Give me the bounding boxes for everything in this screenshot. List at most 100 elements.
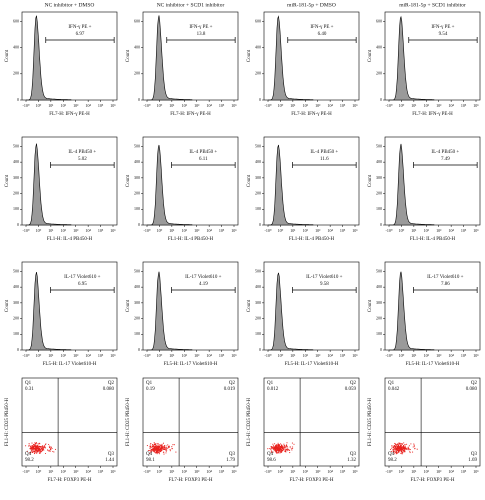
event-dot bbox=[49, 447, 51, 449]
event-dot bbox=[29, 452, 31, 454]
event-dot bbox=[277, 442, 279, 444]
y-tick-label: 0 bbox=[259, 347, 261, 352]
event-dot bbox=[32, 451, 34, 453]
y-tick-label: 0 bbox=[380, 97, 382, 102]
column-title: NC inhibitor + SCD1 inhibitor bbox=[157, 2, 225, 8]
event-dot bbox=[165, 452, 167, 454]
event-dot bbox=[35, 445, 38, 447]
event-dot bbox=[275, 450, 277, 452]
event-dot bbox=[38, 450, 40, 452]
event-dot bbox=[404, 444, 406, 446]
event-dot bbox=[272, 447, 274, 449]
y-tick-label: 200 bbox=[134, 71, 140, 76]
event-dot bbox=[399, 450, 401, 452]
x-tick-label: 10¹ bbox=[290, 103, 296, 108]
event-dot bbox=[156, 445, 158, 447]
event-dot bbox=[397, 446, 399, 448]
gate-value: 6.97 bbox=[76, 32, 85, 37]
gate-value: 5.02 bbox=[78, 157, 87, 162]
event-dot bbox=[42, 446, 44, 448]
event-dot bbox=[277, 445, 279, 447]
x-tick-label: 10² bbox=[303, 103, 309, 108]
gate-value: 9.54 bbox=[439, 32, 448, 37]
event-dot bbox=[391, 447, 393, 449]
y-tick-label: 200 bbox=[13, 71, 19, 76]
event-dot bbox=[394, 442, 396, 444]
event-dot bbox=[283, 443, 285, 445]
histogram bbox=[147, 144, 193, 226]
event-dot bbox=[291, 449, 293, 451]
event-dot bbox=[153, 446, 155, 448]
quadrant-value: 0.019 bbox=[224, 387, 236, 392]
event-dot bbox=[160, 444, 162, 446]
quadrant-value: 0.19 bbox=[146, 387, 155, 392]
event-dot bbox=[35, 446, 37, 448]
x-tick-label: 10⁵ bbox=[461, 103, 467, 108]
y-tick-label: 400 bbox=[376, 45, 382, 50]
event-dot bbox=[149, 452, 151, 454]
event-dot bbox=[47, 449, 49, 451]
event-dot bbox=[277, 449, 279, 452]
event-dot bbox=[38, 442, 40, 445]
event-dot bbox=[54, 448, 57, 450]
event-dot bbox=[156, 449, 158, 451]
histogram bbox=[389, 15, 435, 101]
event-dot bbox=[34, 443, 37, 445]
x-tick-label: 10¹ bbox=[411, 353, 417, 358]
x-tick-label: 10³ bbox=[73, 103, 79, 108]
event-dot bbox=[163, 445, 165, 447]
event-dot bbox=[271, 446, 273, 448]
event-dot bbox=[158, 451, 160, 453]
event-dot bbox=[409, 448, 411, 451]
y-axis-label: Count bbox=[5, 49, 10, 62]
x-tick-label: 10⁰ bbox=[278, 228, 284, 233]
gate-label: IL-17 Violet610 + bbox=[64, 275, 100, 280]
y-tick-label: 200 bbox=[134, 190, 140, 195]
event-dot bbox=[284, 447, 286, 449]
x-tick-label: 10⁶ bbox=[352, 103, 358, 108]
x-axis-label: FL1-H: IL-4 PB450-H bbox=[168, 237, 214, 242]
x-tick-label: -10⁰ bbox=[265, 353, 272, 358]
event-dot bbox=[41, 450, 44, 452]
y-tick-label: 500 bbox=[134, 143, 140, 148]
event-dot bbox=[292, 447, 294, 449]
x-tick-label: 10⁰ bbox=[36, 103, 42, 108]
event-dot bbox=[282, 447, 284, 450]
event-dot bbox=[402, 452, 404, 454]
event-dot bbox=[401, 453, 403, 455]
quadrant-label: Q4 bbox=[25, 452, 32, 457]
event-dot bbox=[283, 446, 285, 448]
event-dot bbox=[286, 446, 288, 448]
event-dot bbox=[277, 451, 280, 453]
event-dot bbox=[168, 446, 170, 448]
x-tick-label: 10⁰ bbox=[36, 469, 42, 474]
event-dot bbox=[401, 443, 403, 446]
event-dot bbox=[37, 448, 39, 450]
event-dot bbox=[149, 450, 151, 452]
event-dot bbox=[406, 443, 408, 445]
event-dot bbox=[163, 448, 165, 450]
event-dot bbox=[167, 447, 170, 449]
x-tick-label: 10⁰ bbox=[278, 103, 284, 108]
x-tick-label: 10⁴ bbox=[327, 469, 333, 474]
event-dot bbox=[413, 444, 415, 446]
x-tick-label: 10⁴ bbox=[448, 469, 454, 474]
event-dot bbox=[279, 452, 281, 454]
event-dot bbox=[36, 451, 38, 453]
event-dot bbox=[146, 445, 148, 447]
event-dot bbox=[31, 450, 33, 452]
x-tick-label: 10⁵ bbox=[461, 228, 467, 233]
event-dot bbox=[401, 451, 403, 453]
event-dot bbox=[165, 445, 167, 447]
event-dot bbox=[397, 444, 399, 447]
event-dot bbox=[392, 450, 394, 452]
x-tick-label: 10⁴ bbox=[85, 228, 91, 233]
x-tick-label: 10² bbox=[61, 469, 67, 474]
event-dot bbox=[403, 448, 405, 450]
event-dot bbox=[287, 447, 289, 449]
event-dot bbox=[172, 444, 174, 446]
gate-label: IL-4 PB450 + bbox=[310, 150, 338, 155]
y-tick-label: 200 bbox=[134, 315, 140, 320]
x-tick-label: 10⁴ bbox=[85, 353, 91, 358]
